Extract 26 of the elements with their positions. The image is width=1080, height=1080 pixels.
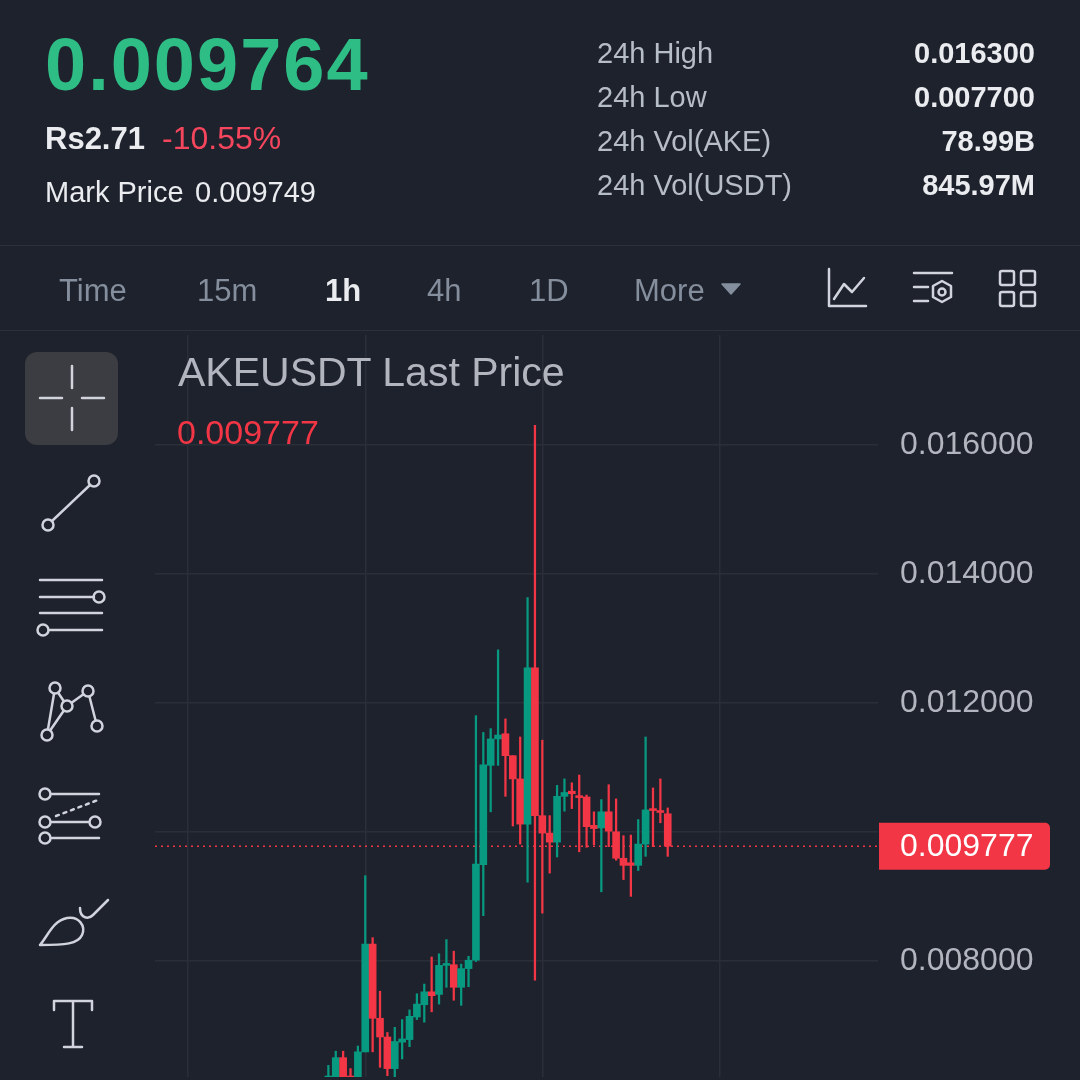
text: Time — [59, 272, 127, 308]
text: 0.009764 — [45, 22, 370, 106]
text: 4h — [427, 272, 462, 308]
text: 24h Vol(USDT) — [597, 168, 793, 201]
text: 0.016300 — [914, 36, 1035, 69]
text: 0.009749 — [195, 175, 316, 208]
ref-line-label: 0.009777 — [900, 827, 1034, 864]
text: Rs2.71 — [45, 120, 145, 156]
annotation: 0.009777 — [177, 413, 319, 452]
chart-title: AKEUSDT Last Price — [178, 349, 565, 396]
y-tick-label: 0.014000 — [900, 553, 1034, 590]
text: 845.97M — [922, 168, 1035, 201]
text: 24h High — [597, 36, 714, 69]
y-tick-label: 0.008000 — [900, 940, 1034, 977]
text: 1D — [529, 272, 569, 308]
text: 24h Vol(AKE) — [597, 124, 772, 157]
text: -10.55% — [162, 120, 282, 157]
text: Mark Price — [45, 175, 184, 208]
text: 15m — [197, 272, 258, 308]
text: 78.99B — [941, 124, 1035, 157]
text: More — [634, 272, 705, 308]
text: 0.007700 — [914, 80, 1035, 113]
y-tick-label: 0.016000 — [900, 424, 1034, 461]
text: 1h — [325, 272, 362, 308]
text: 24h Low — [597, 80, 707, 113]
y-tick-label: 0.012000 — [900, 682, 1034, 719]
